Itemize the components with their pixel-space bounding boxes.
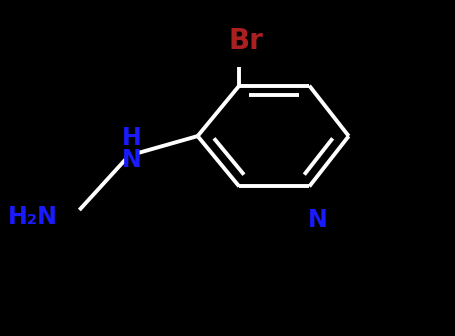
- Text: N: N: [122, 148, 142, 172]
- Text: Br: Br: [228, 28, 263, 55]
- Text: H: H: [122, 126, 142, 150]
- Text: H₂N: H₂N: [8, 205, 57, 229]
- Text: N: N: [308, 208, 327, 232]
